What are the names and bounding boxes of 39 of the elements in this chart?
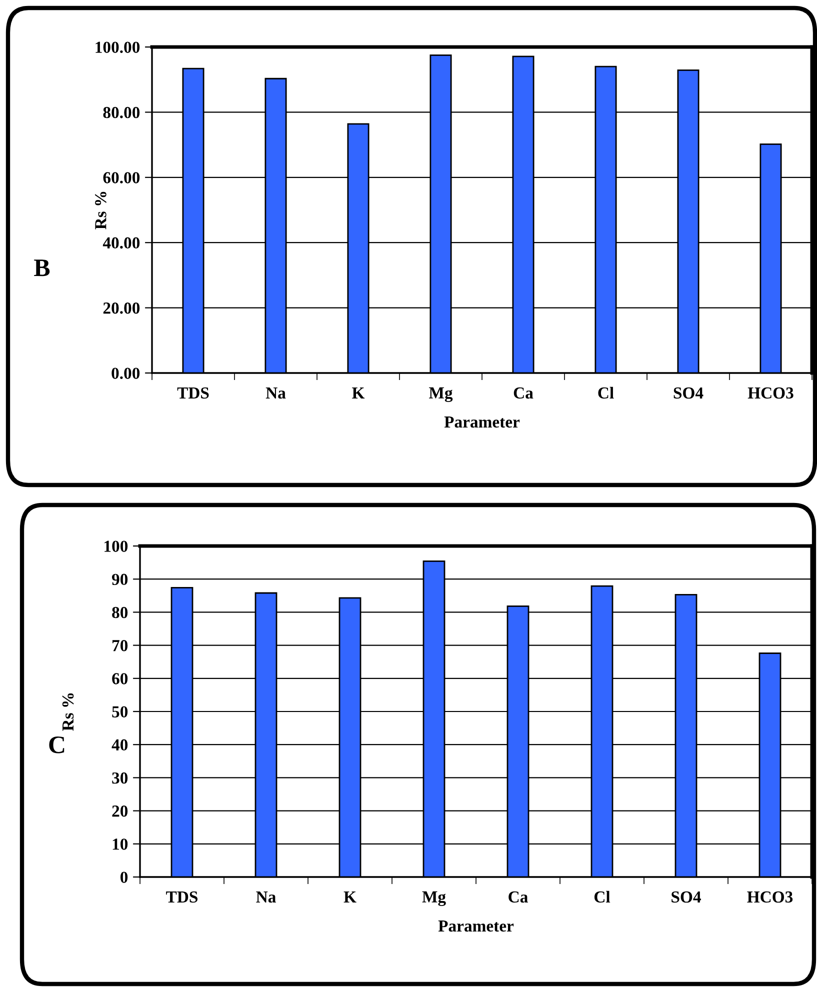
x-tick-label: HCO3: [747, 891, 793, 903]
y-tick-label: 20: [112, 806, 128, 817]
x-axis-title: Parameter: [438, 920, 514, 932]
y-tick-label: 10: [112, 838, 128, 850]
y-tick-label: 90: [112, 574, 128, 586]
x-tick-label: K: [352, 388, 365, 398]
x-tick-label: SO4: [674, 387, 704, 399]
x-tick-label: Ca: [514, 387, 534, 399]
y-tick-label: 100.00: [96, 42, 140, 54]
y-axis-title: Rs %: [62, 693, 74, 731]
x-tick-label: Mg: [429, 387, 453, 402]
y-tick-label: 80: [112, 606, 128, 618]
text: B: [34, 260, 50, 276]
y-axis-title: Rs %: [95, 192, 106, 230]
x-tick-label: HCO3: [748, 387, 794, 399]
x-tick-label: Na: [256, 892, 276, 903]
x-tick-label: SO4: [672, 891, 701, 903]
x-tick-label: Ca: [508, 891, 528, 903]
y-tick-label: 60.00: [103, 172, 140, 184]
x-tick-label: Mg: [422, 891, 446, 906]
y-tick-label: 0.00: [112, 368, 140, 380]
y-tick-label: 80.00: [103, 106, 140, 118]
y-tick-label: 30: [112, 772, 128, 784]
x-tick-label: TDS: [177, 387, 209, 399]
x-tick-label: Cl: [598, 386, 614, 399]
x-tick-label: TDS: [166, 891, 198, 903]
x-tick-label: Na: [266, 388, 286, 399]
y-tick-label: 20.00: [103, 302, 140, 314]
x-axis-title: Parameter: [444, 416, 520, 428]
y-tick-label: 70: [112, 640, 128, 652]
y-tick-label: 0: [120, 872, 128, 883]
x-tick-label: Cl: [594, 890, 610, 903]
y-tick-label: 50: [112, 706, 128, 718]
y-tick-label: 60: [112, 673, 128, 684]
y-tick-label: 40.00: [102, 237, 140, 249]
y-tick-label: 40: [112, 739, 128, 751]
text: C: [49, 736, 64, 754]
y-tick-label: 100: [104, 540, 128, 552]
x-tick-label: K: [344, 892, 356, 902]
